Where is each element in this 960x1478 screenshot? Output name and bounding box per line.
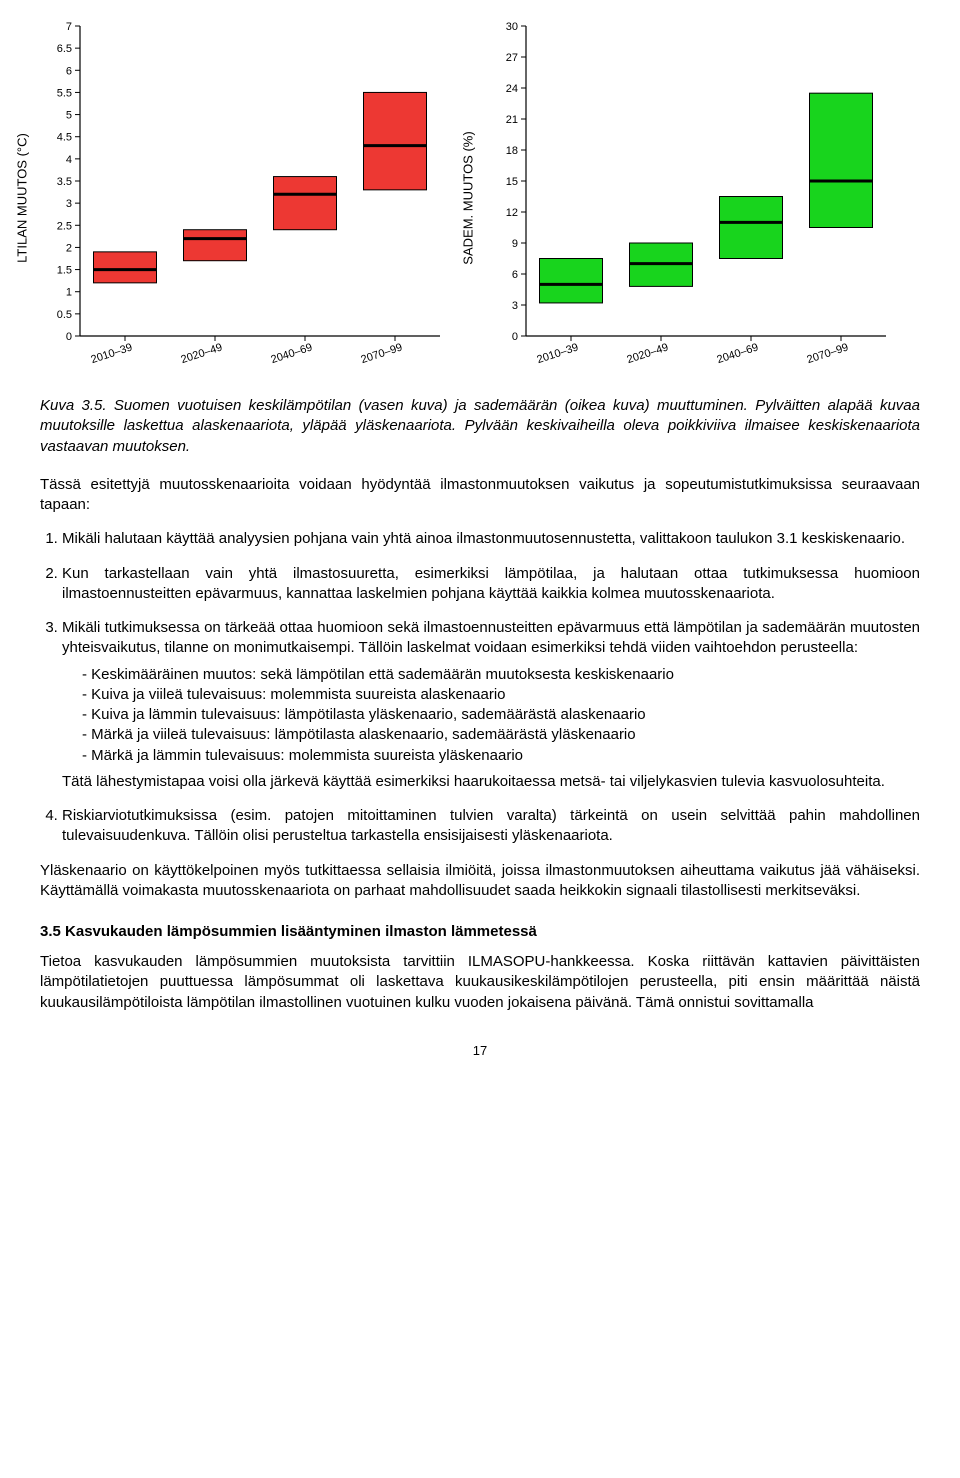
svg-text:27: 27 xyxy=(506,52,518,64)
sub-list-item: - Keskimääräinen muutos: sekä lämpötilan… xyxy=(82,665,920,685)
svg-text:6.5: 6.5 xyxy=(57,43,72,55)
svg-text:0: 0 xyxy=(512,331,518,343)
svg-text:3.5: 3.5 xyxy=(57,176,72,188)
svg-text:5: 5 xyxy=(66,110,72,122)
svg-text:6: 6 xyxy=(512,269,518,281)
list-item: Mikäli tutkimuksessa on tärkeää ottaa hu… xyxy=(62,618,920,792)
svg-text:2070–99: 2070–99 xyxy=(805,341,849,366)
charts-row: LTILAN MUUTOS (°C) 00.511.522.533.544.55… xyxy=(40,20,920,376)
left-chart-ylabel: LTILAN MUUTOS (°C) xyxy=(15,133,30,263)
sub-list-item: - Kuiva ja viileä tulevaisuus: molemmist… xyxy=(82,685,920,705)
left-chart: 0 0.5 1 1.5 2 2.5 3 3.5 4 4.5 5 5.5 6 6.5 7 2010–39 2020… xyxy=(40,20,446,376)
list-item: Riskiarviotutkimuksissa (esim. patojen m… xyxy=(62,806,920,847)
section-heading: 3.5 Kasvukauden lämpösummien lisääntymin… xyxy=(40,923,920,940)
svg-text:2.5: 2.5 xyxy=(57,220,72,232)
page-number: 17 xyxy=(40,1043,920,1058)
page: LTILAN MUUTOS (°C) 0 0.5 1 1.5 2 2.5 3 3.5 4 4.5 5… xyxy=(0,0,960,1098)
right-chart: 0 3 6 9 12 15 18 21 24 27 30 2010–39 2020–49 2040–69 2… xyxy=(486,20,892,376)
svg-text:0.5: 0.5 xyxy=(57,309,72,321)
sub-list-item: - Kuiva ja lämmin tulevaisuus: lämpötila… xyxy=(82,705,920,725)
svg-text:2010–39: 2010–39 xyxy=(89,341,133,366)
svg-text:21: 21 xyxy=(506,114,518,126)
svg-text:4.5: 4.5 xyxy=(57,132,72,144)
svg-text:24: 24 xyxy=(506,83,518,95)
svg-text:5.5: 5.5 xyxy=(57,87,72,99)
list-item-lead: Mikäli tutkimuksessa on tärkeää ottaa hu… xyxy=(62,619,920,656)
svg-text:18: 18 xyxy=(506,145,518,157)
svg-text:2010–39: 2010–39 xyxy=(535,341,579,366)
svg-text:12: 12 xyxy=(506,207,518,219)
svg-text:2040–69: 2040–69 xyxy=(715,341,759,366)
left-chart-cell: LTILAN MUUTOS (°C) 00.511.522.533.544.55… xyxy=(40,20,446,376)
svg-text:2070–99: 2070–99 xyxy=(359,341,403,366)
svg-text:3: 3 xyxy=(66,198,72,210)
sub-list: - Keskimääräinen muutos: sekä lämpötilan… xyxy=(62,665,920,766)
right-chart-cell: SADEM. MUUTOS (%) 0369121518212427302010… xyxy=(486,20,892,376)
svg-text:2040–69: 2040–69 xyxy=(269,341,313,366)
sub-list-item: - Märkä ja lämmin tulevaisuus: molemmist… xyxy=(82,746,920,766)
svg-text:1.5: 1.5 xyxy=(57,265,72,277)
svg-text:4: 4 xyxy=(66,154,72,166)
numbered-list: Mikäli halutaan käyttää analyysien pohja… xyxy=(40,529,920,846)
svg-text:0: 0 xyxy=(66,331,72,343)
svg-text:1: 1 xyxy=(66,287,72,299)
list-item: Kun tarkastellaan vain yhtä ilmastosuure… xyxy=(62,564,920,605)
svg-text:3: 3 xyxy=(512,300,518,312)
svg-text:15: 15 xyxy=(506,176,518,188)
paragraph: Yläskenaario on käyttökelpoinen myös tut… xyxy=(40,861,920,902)
section-paragraph: Tietoa kasvukauden lämpösummien muutoksi… xyxy=(40,952,920,1013)
svg-text:2020–49: 2020–49 xyxy=(625,341,669,366)
right-chart-ylabel: SADEM. MUUTOS (%) xyxy=(461,131,476,264)
sub-list-item: - Märkä ja viileä tulevaisuus: lämpötila… xyxy=(82,725,920,745)
figure-caption: Kuva 3.5. Suomen vuotuisen keskilämpötil… xyxy=(40,396,920,457)
svg-text:6: 6 xyxy=(66,65,72,77)
svg-text:2020–49: 2020–49 xyxy=(179,341,223,366)
svg-text:2: 2 xyxy=(66,242,72,254)
intro-paragraph: Tässä esitettyjä muutosskenaarioita void… xyxy=(40,475,920,516)
list-item-tail: Tätä lähestymistapaa voisi olla järkevä … xyxy=(62,773,885,790)
list-item: Mikäli halutaan käyttää analyysien pohja… xyxy=(62,529,920,549)
svg-text:9: 9 xyxy=(512,238,518,250)
svg-text:7: 7 xyxy=(66,21,72,33)
svg-text:30: 30 xyxy=(506,21,518,33)
